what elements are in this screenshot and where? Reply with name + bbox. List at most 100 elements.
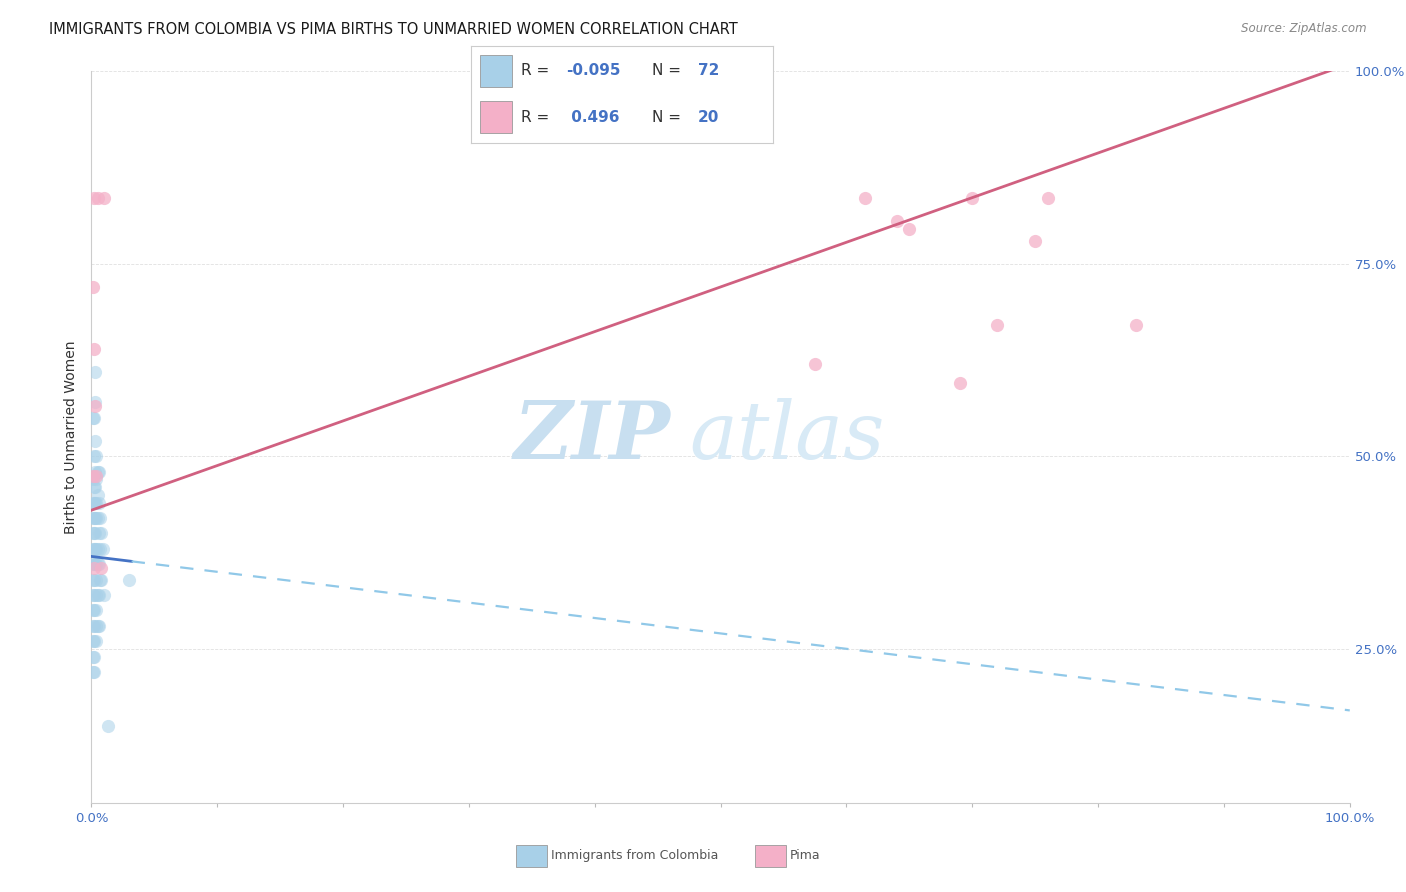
Point [87,618,110,632]
Point [898,222,921,236]
Point [83,342,105,356]
Point [93,191,115,205]
Text: 20: 20 [697,110,718,125]
Point [84,395,107,409]
Bar [479,102,512,133]
Point [82,557,104,571]
Text: 0.496: 0.496 [567,110,620,125]
Point [83,634,105,648]
Point [83,410,105,425]
Point [83,511,105,525]
Point [853,191,876,205]
Point [84,365,107,379]
Point [962,191,984,205]
Point [118,573,141,587]
Point [86,495,108,509]
Y-axis label: Births to Unmarried Women: Births to Unmarried Women [65,341,79,533]
Point [86,588,108,602]
Text: IMMIGRANTS FROM COLOMBIA VS PIMA BIRTHS TO UNMARRIED WOMEN CORRELATION CHART: IMMIGRANTS FROM COLOMBIA VS PIMA BIRTHS … [49,22,738,37]
Point [86,472,108,486]
Point [86,511,108,525]
Point [82,541,104,556]
Point [89,511,111,525]
Point [84,526,107,541]
Text: R =: R = [520,63,554,78]
Point [84,399,107,413]
Point [82,634,104,648]
Point [82,573,104,587]
Point [86,468,108,483]
Point [86,465,108,479]
Point [83,191,105,205]
Point [93,588,115,602]
Point [82,472,104,486]
Point [82,511,104,525]
Point [87,588,110,602]
Point [84,557,107,571]
Point [86,191,108,205]
Point [86,450,108,464]
Point [82,665,104,679]
Text: N =: N = [652,110,686,125]
Point [84,495,107,509]
Point [84,480,107,494]
Point [87,526,110,541]
Point [83,588,105,602]
Point [87,465,110,479]
Point [89,573,111,587]
Point [83,561,105,575]
Point [87,557,110,571]
Point [86,588,108,602]
Point [1024,234,1046,248]
Point [83,603,105,617]
Point [86,573,108,587]
Point [82,280,104,294]
Text: R =: R = [520,110,554,125]
Point [84,511,107,525]
Point [84,465,107,479]
Text: Immigrants from Colombia: Immigrants from Colombia [551,849,718,862]
Text: ZIP: ZIP [513,399,671,475]
Point [82,495,104,509]
Point [83,618,105,632]
Point [83,480,105,494]
Point [86,557,108,571]
Point [90,526,112,541]
Point [86,603,108,617]
Point [82,410,104,425]
Text: -0.095: -0.095 [567,63,620,78]
Point [83,665,105,679]
Bar [479,55,512,87]
Text: N =: N = [652,63,686,78]
Text: atlas: atlas [689,399,884,475]
Point [83,573,105,587]
Point [86,634,108,648]
Point [86,618,108,632]
Point [949,376,972,391]
Point [83,649,105,664]
Point [82,526,104,541]
Point [86,488,108,502]
Point [1036,191,1059,205]
Point [97,719,120,733]
Point [84,541,107,556]
Point [83,557,105,571]
Point [91,541,114,556]
Point [83,450,105,464]
Point [83,526,105,541]
Text: 72: 72 [697,63,718,78]
Point [82,468,104,483]
Point [82,649,104,664]
Point [804,357,827,371]
Point [86,511,108,525]
Point [86,618,108,632]
Point [82,618,104,632]
Point [89,541,111,556]
Point [83,541,105,556]
Point [90,561,112,575]
Point [986,318,1008,333]
Point [84,434,107,448]
Point [87,495,110,509]
Point [90,573,112,587]
Point [86,541,108,556]
